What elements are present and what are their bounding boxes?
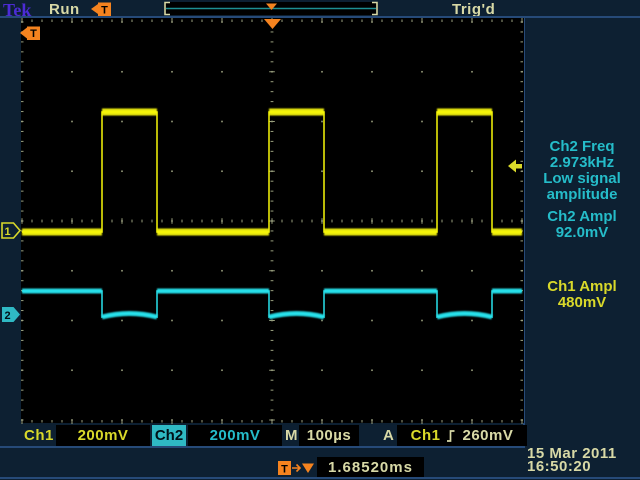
timebase-value: 100µs	[306, 427, 352, 444]
ch2-label-selected: Ch2	[152, 425, 186, 446]
trigger-t-glyph: T	[30, 28, 37, 40]
trigger-position-offscreen-icon: T	[91, 2, 111, 17]
ch1-scale-readout: 200mV	[56, 425, 150, 446]
measurement-warning: Low signal	[543, 170, 621, 187]
ch2-scale-value: 200mV	[209, 427, 261, 444]
ch2-ampl-measurement: Ch2 Ampl 92.0mV	[526, 209, 638, 241]
tek-logo: Tek	[3, 0, 32, 20]
date-readout: 15 Mar 2011	[527, 445, 617, 462]
timebase-label: M	[285, 427, 298, 444]
trigger-source: Ch1	[410, 427, 441, 444]
ch2-scale-readout: 200mV	[188, 425, 282, 446]
waveform-ch2	[22, 290, 522, 318]
right-arrow-icon	[292, 463, 302, 473]
acquisition-state: Run	[49, 1, 80, 18]
measurement-label: Ch2 Ampl	[547, 208, 617, 225]
record-view-bar	[164, 1, 378, 16]
trigger-delay-icon: T	[278, 461, 314, 476]
trigger-level-arrow	[508, 159, 522, 173]
trigger-t-glyph: T	[281, 464, 288, 476]
ch1-ampl-measurement: Ch1 Ampl 480mV	[526, 279, 638, 311]
ch1-ground-marker: 1	[1, 222, 22, 239]
ch2-marker-glyph: 2	[4, 310, 10, 322]
trigger-menu-label: A	[383, 427, 395, 444]
trigger-state: Trig'd	[452, 1, 496, 18]
trigger-readout: Ch1 260mV	[397, 425, 527, 446]
measurement-warning: amplitude	[546, 186, 618, 203]
graticule	[21, 18, 523, 424]
timebase-readout: 100µs	[299, 425, 359, 446]
record-view-brackets	[164, 1, 378, 16]
ch1-marker-glyph: 1	[4, 226, 10, 238]
footer-divider	[0, 477, 640, 479]
measurement-value: 92.0mV	[555, 224, 609, 241]
trigger-delay-value: 1.68520ms	[328, 458, 413, 476]
header-divider	[0, 16, 640, 18]
trigger-offscreen-left-marker: T	[20, 26, 40, 40]
measurement-value: 480mV	[557, 294, 607, 311]
measurement-label: Ch2 Freq	[549, 138, 615, 155]
rising-edge-icon	[447, 429, 455, 442]
trigger-position-marker	[264, 19, 281, 29]
trigger-level-value: 260mV	[462, 427, 514, 444]
trigger-delay-readout: 1.68520ms	[317, 457, 424, 477]
waveform-traces	[22, 108, 522, 320]
measurement-label: Ch1 Ampl	[547, 278, 617, 295]
ch2-label: Ch2	[154, 427, 184, 444]
ch1-scale-value: 200mV	[77, 427, 129, 444]
record-trigger-marker	[266, 3, 277, 10]
time-readout: 16:50:20	[527, 458, 592, 475]
statusbar-divider	[0, 446, 525, 448]
ch1-label: Ch1	[24, 427, 54, 444]
ch2-ground-marker: 2	[2, 307, 20, 322]
trigger-t-glyph: T	[101, 5, 108, 17]
ch2-freq-measurement: Ch2 Freq 2.973kHz Low signal amplitude	[526, 139, 638, 203]
down-triangle-icon	[302, 463, 314, 473]
measurement-value: 2.973kHz	[549, 154, 615, 171]
waveform-ch1	[22, 111, 522, 233]
